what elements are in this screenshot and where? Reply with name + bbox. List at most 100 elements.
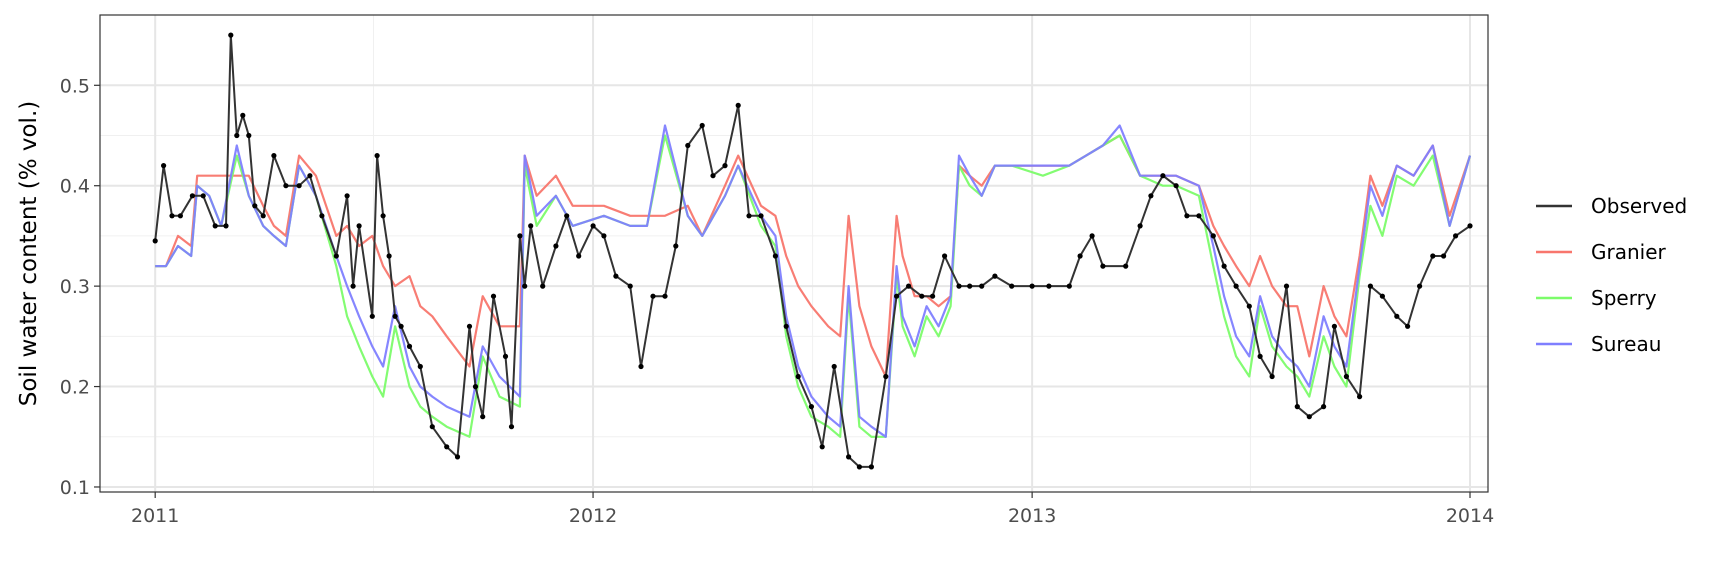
observed-point — [350, 283, 356, 289]
observed-point — [1160, 173, 1166, 179]
observed-point — [1123, 263, 1129, 269]
legend-label-granier: Granier — [1591, 240, 1667, 264]
observed-point — [1394, 313, 1400, 319]
observed-point — [710, 173, 716, 179]
observed-point — [152, 238, 158, 244]
y-tick-label: 0.2 — [60, 377, 90, 399]
observed-point — [472, 384, 479, 390]
observed-point — [466, 323, 473, 329]
observed-point — [252, 203, 258, 209]
x-tick-label: 2013 — [1008, 505, 1056, 527]
observed-point — [650, 293, 656, 299]
observed-point — [638, 363, 644, 370]
observed-point — [200, 193, 206, 199]
grid-major — [100, 15, 1488, 492]
observed-point — [1148, 193, 1154, 199]
observed-point — [1173, 183, 1179, 189]
observed-point — [868, 464, 875, 470]
observed-point — [795, 373, 801, 380]
observed-point — [831, 363, 837, 370]
observed-point — [1100, 263, 1106, 269]
x-tick-label: 2014 — [1446, 505, 1494, 527]
observed-point — [517, 233, 523, 239]
series-line-sureau — [155, 124, 1472, 438]
observed-point — [1331, 323, 1337, 329]
y-tick-label: 0.1 — [60, 477, 90, 499]
observed-point — [369, 313, 375, 319]
plot-panel — [99, 14, 1489, 493]
observed-point — [406, 343, 413, 349]
observed-point — [212, 223, 218, 229]
observed-point — [161, 163, 167, 169]
observed-point — [1357, 394, 1363, 400]
observed-point — [528, 223, 534, 229]
x-axis: 2011 2012 2013 2014 — [131, 492, 1494, 527]
observed-point — [1137, 223, 1143, 229]
observed-point — [169, 213, 175, 219]
observed-point — [906, 283, 912, 289]
observed-point — [553, 243, 559, 249]
observed-point — [1246, 303, 1252, 309]
observed-point — [979, 283, 985, 289]
observed-point — [234, 132, 240, 139]
observed-point — [189, 193, 195, 199]
y-tick-label: 0.3 — [60, 276, 90, 298]
observed-point — [296, 183, 302, 189]
observed-point — [772, 253, 779, 259]
observed-point — [454, 454, 461, 460]
observed-point — [271, 153, 277, 159]
observed-point — [808, 404, 815, 410]
observed-point — [1405, 323, 1411, 329]
observed-point — [894, 293, 900, 299]
observed-point — [333, 253, 339, 259]
observed-point — [1467, 223, 1473, 229]
legend-label-sperry: Sperry — [1591, 286, 1657, 310]
observed-point — [673, 243, 679, 249]
observed-point — [1430, 253, 1436, 259]
observed-point — [1077, 253, 1083, 259]
observed-point — [374, 153, 380, 159]
grid-minor — [100, 15, 1488, 492]
observed-point — [735, 102, 741, 108]
observed-point — [240, 112, 246, 118]
observed-point — [699, 122, 705, 129]
y-axis: 0.1 0.2 0.3 0.4 0.5 — [60, 75, 100, 499]
legend-label-sureau: Sureau — [1591, 332, 1661, 356]
observed-point — [590, 223, 596, 229]
observed-point — [1321, 404, 1327, 410]
observed-point — [1441, 253, 1447, 259]
observed-point — [502, 353, 509, 359]
observed-point — [576, 253, 582, 259]
observed-point — [1453, 233, 1459, 239]
observed-point — [380, 213, 386, 219]
observed-point — [540, 283, 546, 289]
series-line-granier — [155, 134, 1472, 378]
observed-point — [1066, 283, 1072, 289]
observed-point — [685, 142, 691, 149]
observed-point — [1221, 263, 1227, 269]
observed-point — [444, 444, 450, 450]
observed-point — [1367, 283, 1373, 289]
observed-point — [856, 464, 863, 470]
observed-point — [1009, 283, 1015, 289]
y-tick-label: 0.5 — [60, 75, 90, 97]
observed-point — [662, 293, 668, 299]
observed-point — [1257, 353, 1263, 359]
observed-point — [819, 444, 825, 450]
observed-point — [1196, 213, 1202, 219]
observed-point — [344, 193, 350, 199]
observed-point — [490, 293, 497, 299]
observed-point — [992, 273, 998, 279]
x-tick-label: 2012 — [569, 505, 617, 527]
y-tick-label: 0.4 — [60, 176, 90, 198]
observed-point — [1294, 404, 1300, 410]
observed-point — [919, 293, 925, 299]
observed-point — [1184, 213, 1190, 219]
observed-point — [429, 424, 435, 430]
observed-point — [1269, 373, 1275, 380]
observed-point — [398, 323, 404, 329]
observed-points — [152, 32, 1473, 470]
observed-point — [177, 213, 183, 219]
observed-point — [722, 163, 728, 169]
observed-point — [260, 213, 266, 219]
